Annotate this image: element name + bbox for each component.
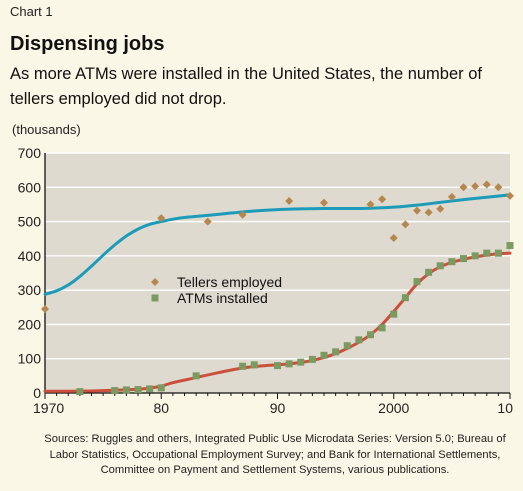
y-tick-label: 500	[18, 214, 42, 230]
teller-point	[482, 180, 491, 189]
atm-point	[192, 372, 200, 380]
legend-label: ATMs installed	[177, 290, 268, 306]
atm-point	[250, 361, 258, 369]
atm-point	[390, 310, 398, 318]
y-tick-label: 200	[18, 316, 42, 332]
y-tick-label: 0	[33, 385, 41, 401]
x-tick-label: 90	[270, 400, 286, 416]
y-tick-label: 700	[18, 145, 42, 161]
teller-point	[471, 182, 480, 191]
atm-point	[297, 358, 305, 366]
chart-title: Dispensing jobs	[10, 33, 165, 55]
atm-point	[76, 388, 84, 396]
atm-point	[239, 362, 247, 370]
atm-point	[157, 384, 165, 392]
x-tick-label: 1970	[33, 400, 64, 416]
teller-point	[413, 206, 421, 215]
atm-point	[146, 385, 154, 393]
x-tick-label: 2000	[378, 400, 409, 416]
scatter-chart: 0 100 200 300 400 500 600 700 1970 80 90 2000 10 Tell…	[18, 145, 514, 416]
atm-point	[401, 294, 409, 302]
atm-point	[343, 342, 351, 350]
chart-label: Chart 1	[10, 4, 53, 19]
chart-subtitle: As more ATMs were installed in the Unite…	[10, 65, 482, 108]
teller-point	[389, 234, 398, 243]
teller-point	[285, 197, 294, 205]
teller-point	[366, 200, 375, 209]
atm-point	[483, 249, 491, 257]
atm-point	[506, 242, 514, 250]
teller-point	[459, 183, 468, 192]
atm-point	[285, 360, 293, 368]
legend-teller-swatch	[151, 278, 159, 286]
atm-point	[122, 386, 130, 394]
atm-point	[460, 255, 467, 263]
teller-point	[401, 220, 410, 229]
teller-point	[494, 183, 503, 192]
y-tick-label: 300	[18, 282, 42, 298]
y-axis-unit: (thousands)	[12, 122, 81, 137]
atm-point	[367, 331, 374, 339]
teller-point	[424, 208, 433, 217]
legend-label: Tellers employed	[177, 274, 282, 290]
atm-point	[320, 351, 328, 359]
atm-point	[436, 262, 444, 270]
source-note: Sources: Ruggles and others, Integrated …	[44, 433, 506, 476]
teller-point	[378, 195, 387, 204]
atm-point	[494, 249, 502, 257]
atm-point	[111, 387, 119, 395]
atm-point	[332, 348, 340, 356]
teller-point	[447, 192, 456, 201]
y-tick-label: 100	[18, 351, 42, 367]
teller-point	[436, 204, 445, 213]
atm-point	[308, 355, 316, 363]
atm-point	[274, 362, 281, 370]
atm-point	[425, 268, 433, 276]
teller-point	[238, 210, 247, 219]
atm-point	[355, 336, 363, 344]
teller-point	[157, 214, 166, 223]
teller-point	[320, 198, 328, 207]
atm-point	[448, 258, 456, 266]
teller-point	[41, 305, 49, 313]
plot-area	[45, 153, 510, 393]
y-tick-label: 400	[18, 248, 42, 264]
atm-point	[134, 386, 142, 394]
teller-point	[506, 191, 514, 200]
atm-point	[471, 252, 479, 260]
legend-atm-swatch	[151, 294, 159, 302]
trend-line	[43, 193, 512, 296]
x-tick-label: 80	[153, 400, 169, 416]
teller-point	[203, 217, 212, 226]
atm-point	[378, 324, 386, 332]
x-tick-label: 10	[497, 400, 513, 416]
y-tick-label: 600	[18, 179, 42, 195]
atm-point	[413, 278, 421, 286]
